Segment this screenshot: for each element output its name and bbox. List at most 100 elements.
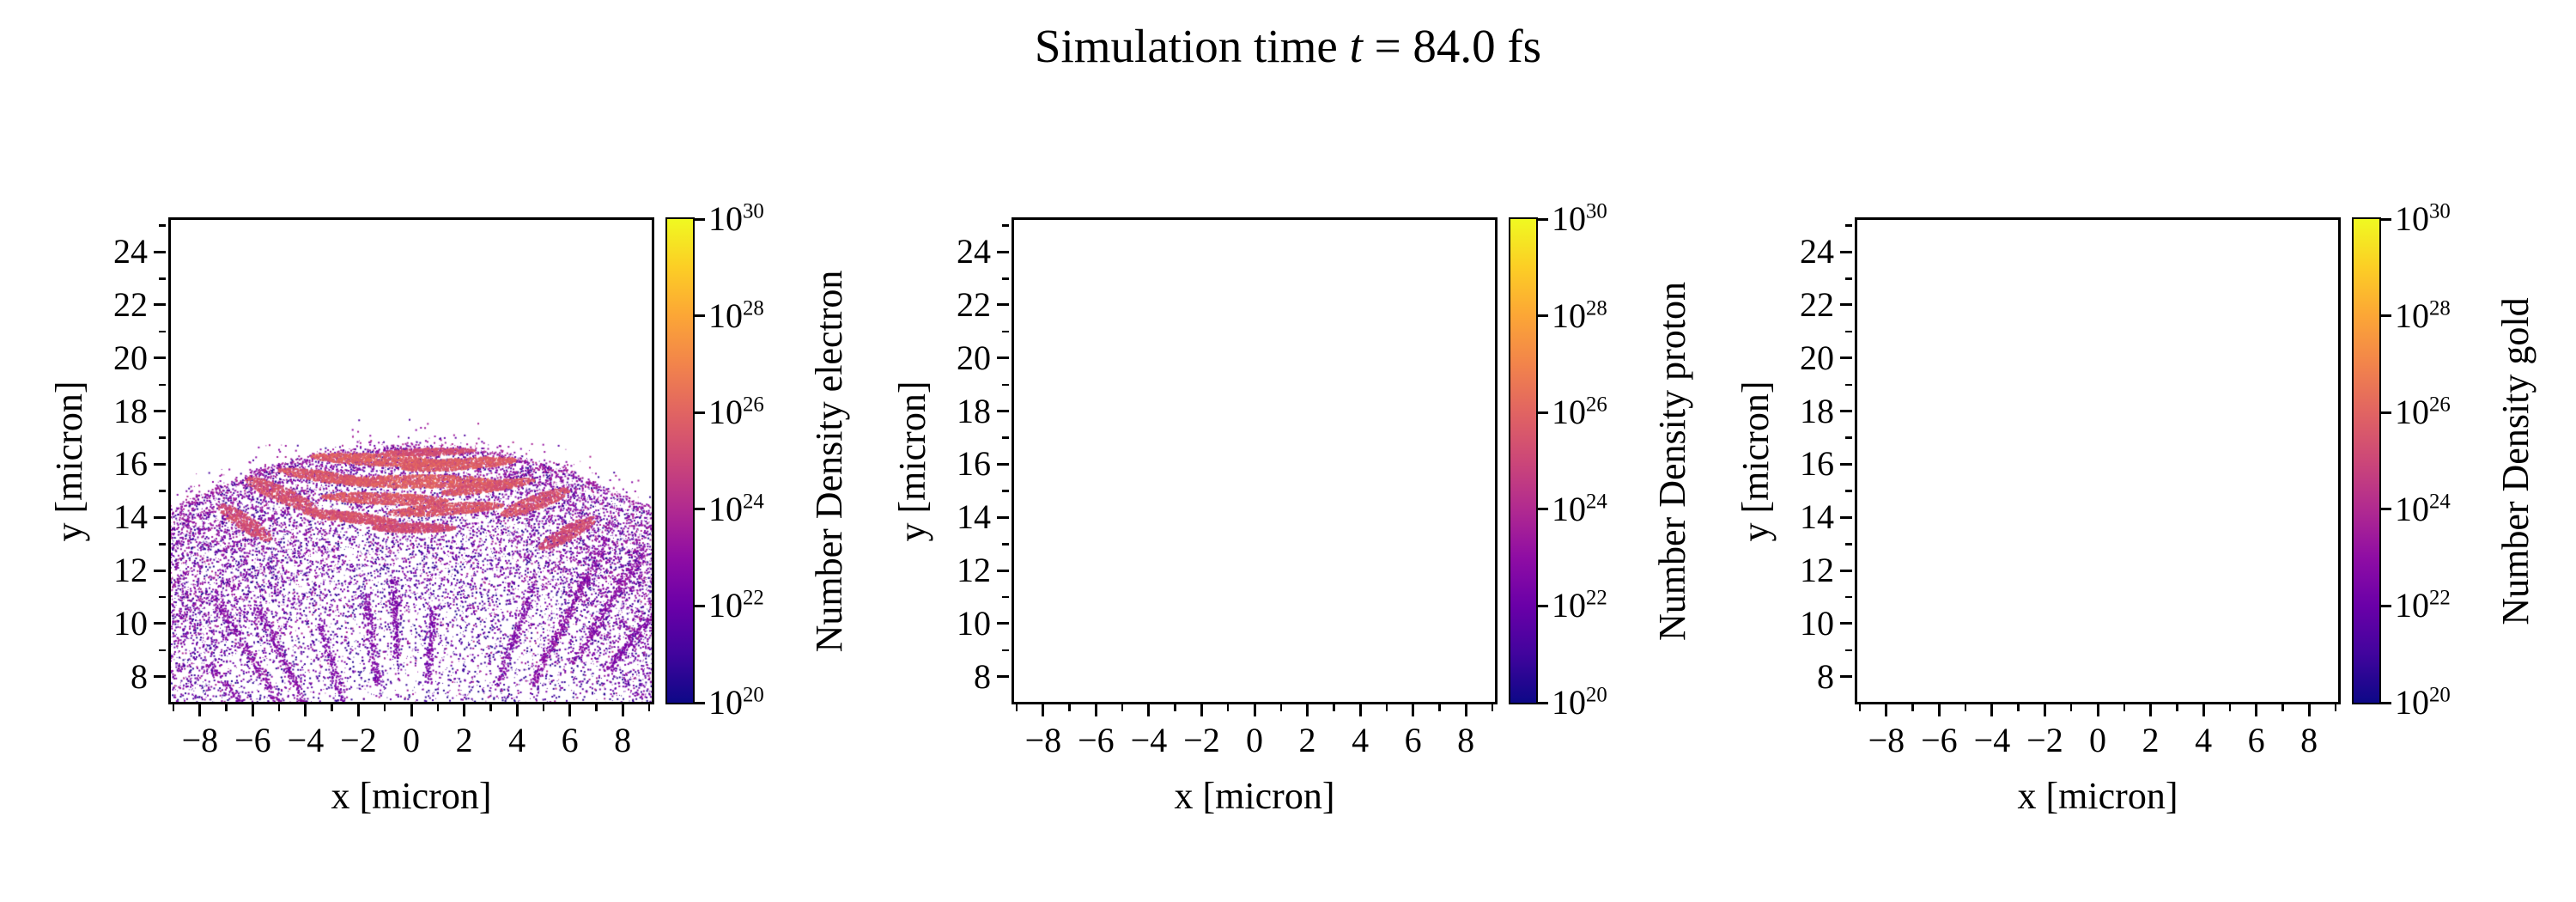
y-major-tick	[1840, 462, 1852, 466]
y-tick-label: 14	[113, 497, 148, 537]
colorbar-gradient	[1509, 217, 1538, 704]
x-minor-tick	[1385, 704, 1388, 711]
y-major-tick	[1840, 357, 1852, 360]
y-minor-tick	[159, 649, 166, 652]
y-major-tick	[154, 569, 166, 572]
colorbar-tick-exponent: 24	[2429, 490, 2451, 514]
x-tick-label: −2	[340, 721, 377, 759]
y-tick-label: 18	[1800, 391, 1834, 430]
y-tick-label: 8	[974, 656, 991, 696]
colorbar-tick-label: 1020	[708, 683, 764, 722]
y-minor-tick	[1845, 595, 1852, 599]
y-major-tick	[1840, 675, 1852, 679]
scatter-canvas	[1857, 220, 2338, 702]
x-major-tick	[621, 704, 624, 716]
colorbar-tick-exponent: 24	[743, 490, 764, 514]
x-minor-tick	[172, 704, 175, 711]
x-major-tick	[2149, 704, 2153, 716]
colorbar-tick	[2381, 508, 2391, 511]
x-major-tick	[1412, 704, 1415, 716]
colorbar-tick-label: 1030	[708, 199, 764, 238]
x-minor-tick	[436, 704, 440, 711]
x-minor-tick	[2228, 704, 2232, 711]
colorbar-tick-label: 1026	[2395, 393, 2451, 432]
y-minor-tick	[1845, 330, 1852, 333]
colorbar-tick-label: 1028	[2395, 296, 2451, 335]
x-tick-label: −8	[1868, 721, 1905, 759]
y-minor-tick	[1845, 543, 1852, 545]
y-tick-label: 10	[957, 603, 991, 643]
y-tick-label: 18	[957, 391, 991, 430]
colorbar-tick	[1538, 508, 1548, 511]
x-axis-label: x [micron]	[331, 775, 492, 817]
x-tick-label: −6	[1078, 721, 1115, 759]
colorbar-tick	[695, 604, 705, 607]
colorbar-tick-exponent: 26	[743, 393, 764, 417]
x-major-tick	[1306, 704, 1309, 716]
y-minor-tick	[1002, 543, 1009, 545]
x-minor-tick	[1226, 704, 1230, 711]
title-suffix: = 84.0 fs	[1362, 20, 1542, 72]
colorbar-tick-label: 1028	[708, 296, 764, 335]
x-minor-tick	[1068, 704, 1071, 711]
y-minor-tick	[1002, 595, 1009, 599]
y-tick-label: 22	[1800, 284, 1834, 324]
x-major-tick	[304, 704, 307, 716]
y-major-tick	[997, 410, 1009, 413]
y-major-tick	[1840, 515, 1852, 519]
y-tick-label: 24	[957, 232, 991, 271]
y-minor-tick	[1002, 383, 1009, 387]
y-major-tick	[154, 622, 166, 625]
x-minor-tick	[1121, 704, 1124, 711]
y-major-tick	[997, 622, 1009, 625]
x-minor-tick	[331, 704, 333, 711]
axes-box	[168, 217, 654, 704]
colorbar-tick	[1538, 411, 1548, 414]
x-tick-label: 0	[403, 721, 420, 759]
x-minor-tick	[1964, 704, 1967, 711]
y-tick-label: 20	[1800, 338, 1834, 377]
scatter-canvas	[1014, 220, 1495, 702]
colorbar-tick-exponent: 22	[743, 587, 764, 611]
y-tick-label: 8	[131, 656, 148, 696]
x-tick-label: −4	[1130, 721, 1168, 759]
y-tick-label: 20	[113, 338, 148, 377]
x-tick-label: 6	[561, 721, 579, 759]
colorbar-tick-exponent: 22	[1586, 587, 1607, 611]
colorbar-tick-exponent: 28	[2429, 296, 2451, 320]
x-tick-label: 4	[2195, 721, 2213, 759]
y-major-tick	[997, 303, 1009, 307]
y-minor-tick	[1845, 649, 1852, 652]
colorbar-gradient	[665, 217, 695, 704]
colorbar-tick-exponent: 30	[2429, 199, 2451, 223]
y-major-tick	[997, 462, 1009, 466]
x-tick-label: 2	[2142, 721, 2160, 759]
y-minor-tick	[159, 595, 166, 599]
x-minor-tick	[2334, 704, 2337, 711]
colorbar-tick-label: 1030	[1552, 199, 1607, 238]
x-major-tick	[1937, 704, 1941, 716]
colorbar-tick	[1538, 217, 1548, 221]
x-axis-label: x [micron]	[1174, 775, 1335, 817]
y-tick-label: 16	[1800, 444, 1834, 484]
colorbar-tick	[2381, 604, 2391, 607]
x-minor-tick	[2017, 704, 2020, 711]
colorbar-tick-exponent: 30	[1586, 199, 1607, 223]
x-minor-tick	[542, 704, 545, 711]
colorbar-tick-exponent: 28	[743, 296, 764, 320]
colorbar-tick	[2381, 217, 2391, 221]
y-major-tick	[997, 675, 1009, 679]
colorbar-tick-exponent: 22	[2429, 587, 2451, 611]
x-tick-label: −6	[1921, 721, 1958, 759]
colorbar-label: Number Density gold	[2494, 296, 2537, 625]
colorbar-tick	[2381, 701, 2391, 704]
colorbar-tick-label: 1030	[2395, 199, 2451, 238]
x-minor-tick	[277, 704, 281, 711]
x-tick-label: 8	[2300, 721, 2318, 759]
colorbar-tick-exponent: 24	[1586, 490, 1607, 514]
y-tick-label: 24	[1800, 232, 1834, 271]
x-tick-label: −8	[1024, 721, 1062, 759]
y-minor-tick	[1002, 649, 1009, 652]
x-major-tick	[2255, 704, 2258, 716]
